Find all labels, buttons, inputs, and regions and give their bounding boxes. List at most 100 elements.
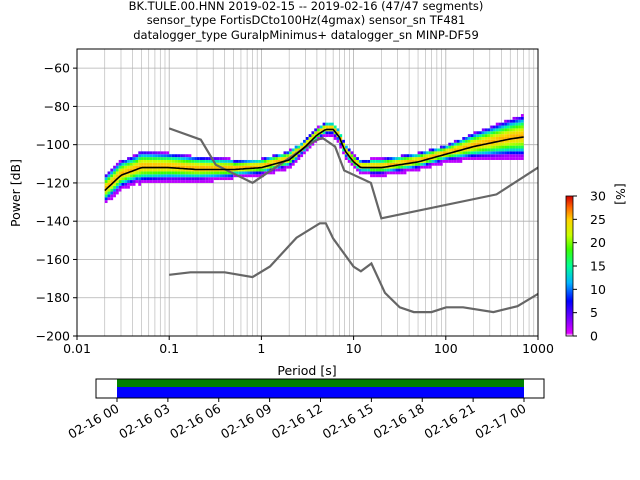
heatmap-cell — [185, 174, 189, 178]
heatmap-cell — [110, 174, 114, 178]
heatmap-cell — [512, 145, 516, 149]
heatmap-cell — [311, 142, 315, 146]
heatmap-cell — [398, 157, 401, 160]
heatmap-cell — [127, 174, 130, 178]
heatmap-cell — [121, 177, 125, 181]
heatmap-cell — [194, 162, 197, 166]
heatmap-cell — [492, 151, 496, 155]
heatmap-cell — [129, 177, 133, 181]
heatmap-cell — [182, 174, 186, 178]
heatmap-cell — [512, 154, 516, 158]
heatmap-cell — [196, 162, 200, 166]
heatmap-cell — [171, 157, 175, 160]
heatmap-cell — [518, 148, 521, 152]
heatmap-cell — [191, 174, 195, 178]
heatmap-cell — [353, 157, 357, 160]
heatmap-cell — [520, 114, 524, 117]
heatmap-cell — [115, 165, 119, 169]
heatmap-cell — [476, 131, 480, 135]
heatmap-cell — [425, 151, 429, 155]
heatmap-cell — [479, 148, 482, 152]
heatmap-cell — [473, 154, 477, 158]
heatmap-cell — [389, 171, 393, 175]
heatmap-cell — [439, 145, 443, 149]
heatmap-cell — [244, 168, 248, 172]
heatmap-cell — [333, 137, 337, 140]
heatmap-cell — [487, 151, 491, 155]
heatmap-cell — [465, 139, 468, 143]
heatmap-cell — [202, 171, 206, 175]
heatmap-cell — [166, 157, 169, 160]
heatmap-cell — [230, 162, 234, 166]
heatmap-cell — [115, 162, 119, 166]
heatmap-cell — [233, 159, 237, 163]
heatmap-cell — [506, 151, 510, 155]
heatmap-cell — [501, 125, 505, 129]
heatmap-cell — [149, 154, 153, 158]
plot-area — [77, 49, 538, 336]
heatmap-cell — [191, 157, 195, 160]
heatmap-cell — [403, 157, 407, 160]
heatmap-cell — [509, 154, 513, 158]
heatmap-cell — [420, 162, 424, 166]
heatmap-cell — [317, 128, 320, 132]
heatmap-cell — [202, 157, 206, 160]
x-tick-label: 0.1 — [159, 341, 179, 356]
heatmap-cell — [185, 180, 189, 183]
heatmap-cell — [476, 145, 480, 149]
heatmap-cell — [423, 157, 426, 160]
heatmap-cell — [272, 165, 276, 169]
heatmap-cell — [247, 159, 250, 163]
heatmap-cell — [115, 182, 119, 186]
heatmap-cell — [107, 174, 111, 178]
heatmap-cell — [459, 151, 463, 155]
heatmap-cell — [409, 168, 412, 172]
heatmap-cell — [280, 154, 284, 158]
heatmap-cell — [166, 177, 169, 181]
heatmap-cell — [166, 180, 169, 183]
heatmap-cell — [364, 162, 368, 166]
heatmap-cell — [378, 171, 382, 175]
heatmap-cell — [462, 157, 466, 160]
heatmap-cell — [177, 180, 181, 183]
heatmap-cell — [431, 151, 435, 155]
heatmap-cell — [202, 159, 206, 163]
heatmap-cell — [506, 148, 510, 152]
heatmap-cell — [479, 137, 482, 140]
heatmap-cell — [490, 131, 493, 135]
heatmap-cell — [205, 174, 209, 178]
heatmap-cell — [303, 151, 306, 155]
heatmap-cell — [389, 157, 393, 160]
heatmap-cell — [403, 168, 407, 172]
heatmap-cell — [261, 159, 264, 163]
heatmap-cell — [467, 157, 471, 160]
heatmap-cell — [451, 148, 454, 152]
heatmap-cell — [141, 174, 144, 178]
heatmap-cell — [328, 134, 331, 138]
heatmap-cell — [484, 131, 488, 135]
heatmap-cell — [437, 157, 440, 160]
heatmap-cell — [160, 177, 164, 181]
heatmap-cell — [168, 162, 172, 166]
heatmap-cell — [210, 171, 214, 175]
heatmap-cell — [437, 162, 440, 166]
heatmap-cell — [336, 131, 340, 135]
heatmap-cell — [110, 185, 114, 189]
heatmap-cell — [121, 165, 125, 169]
heatmap-cell — [479, 142, 482, 146]
heatmap-cell — [194, 174, 197, 178]
heatmap-cell — [138, 177, 142, 181]
heatmap-cell — [283, 151, 287, 155]
heatmap-cell — [141, 180, 144, 183]
heatmap-cell — [255, 168, 259, 172]
heatmap-cell — [261, 157, 264, 160]
heatmap-cell — [300, 142, 304, 146]
heatmap-cell — [442, 159, 446, 163]
heatmap-cell — [138, 171, 142, 175]
heatmap-cell — [152, 162, 156, 166]
heatmap-cell — [305, 137, 309, 140]
heatmap-cell — [484, 128, 488, 132]
heatmap-cell — [437, 159, 440, 163]
heatmap-cell — [336, 139, 340, 143]
heatmap-cell — [118, 162, 122, 166]
